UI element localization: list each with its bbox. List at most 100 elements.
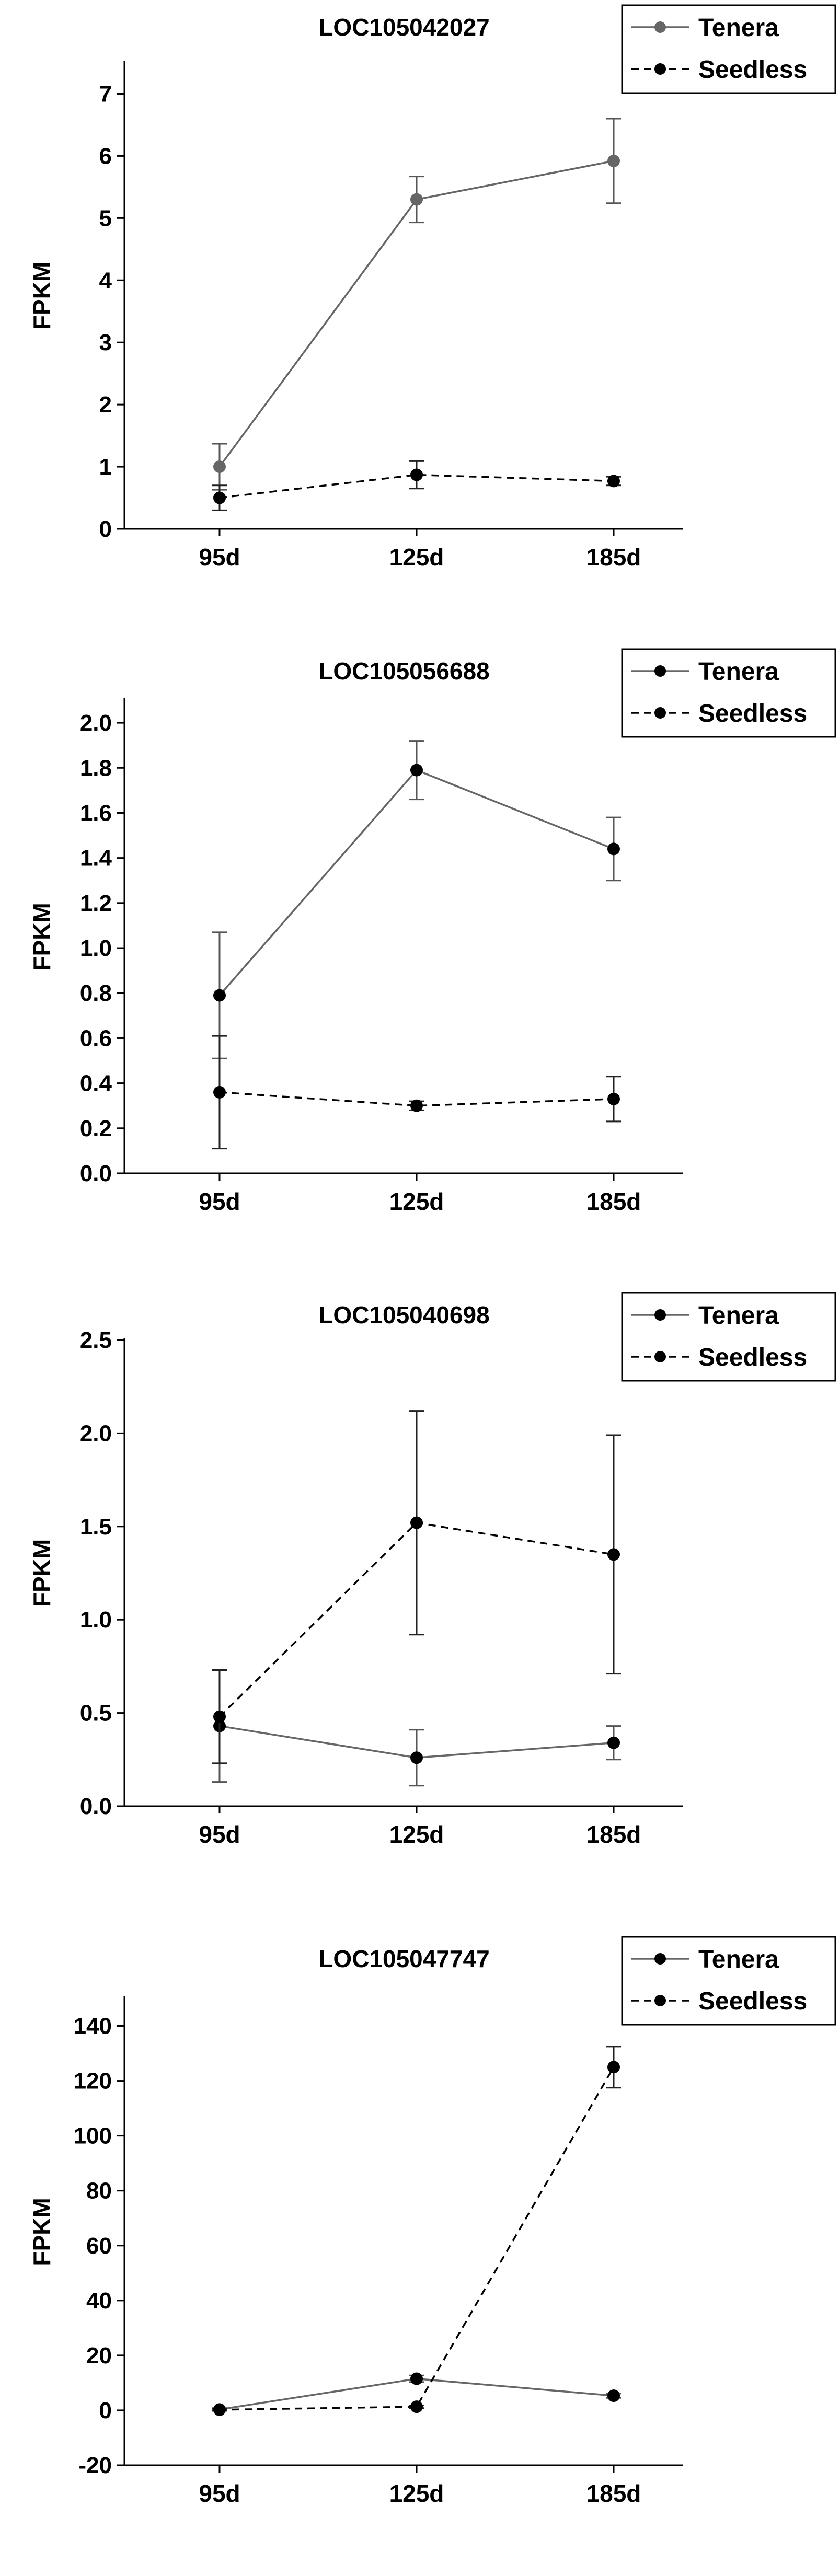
legend-box: [621, 4, 836, 94]
y-tick-label: 140: [74, 2014, 112, 2039]
x-tick-label: 125d: [389, 544, 444, 571]
y-tick-label: 40: [86, 2288, 112, 2314]
y-tick-label: 2.5: [80, 1327, 112, 1353]
y-tick-label: 0.0: [80, 1794, 112, 1819]
legend-label-tenera: Tenera: [698, 1946, 779, 1973]
data-point-seedless: [213, 2403, 226, 2416]
chart-panel-3: LOC105040698 FPKM 0.0 0.5 1.0 1.5 2.0 2.5 95d 125…: [0, 1288, 840, 1932]
data-point-tenera: [213, 989, 226, 1002]
y-tick-label: 2.0: [80, 710, 112, 736]
line-chart-4: LOC105047747 FPKM -20 0 20 40 60 80 100 120 140 95d…: [28, 1936, 836, 2507]
data-point-seedless: [410, 468, 423, 481]
y-axis-label: FPKM: [28, 903, 55, 971]
legend-label-tenera: Tenera: [698, 658, 779, 686]
x-tick-label: 125d: [389, 1188, 444, 1215]
x-tick-label: 95d: [199, 2480, 240, 2507]
data-point-seedless: [410, 1099, 423, 1112]
legend-box: [621, 1936, 836, 2026]
data-point-tenera: [607, 1736, 620, 1749]
chart-panel-1: LOC105042027 FPKM 0 1 2 3 4 5 6 7 95d 125d 185d Tener…: [0, 0, 840, 644]
legend-marker-tenera: [654, 665, 666, 677]
data-point-seedless: [213, 1085, 226, 1099]
y-axis-label: FPKM: [28, 1539, 55, 1607]
legend-marker-seedless: [654, 1351, 666, 1362]
y-tick-label: 120: [74, 2069, 112, 2094]
legend-marker-seedless: [654, 707, 666, 719]
y-tick-label: 1.0: [80, 935, 112, 961]
legend-label-seedless: Seedless: [698, 56, 807, 84]
legend-marker-tenera: [654, 1309, 666, 1321]
y-tick-label: 1.4: [80, 846, 112, 871]
legend-label-tenera: Tenera: [698, 14, 779, 42]
line-chart-1: LOC105042027 FPKM 0 1 2 3 4 5 6 7 95d 125d 185d Tener…: [28, 4, 836, 571]
y-tick-label: 80: [86, 2178, 112, 2204]
data-point-seedless: [607, 2061, 620, 2074]
y-tick-label: 2: [99, 392, 112, 418]
y-tick-label: 0.6: [80, 1025, 112, 1051]
y-tick-label: 0.8: [80, 980, 112, 1006]
y-tick-label: 1.5: [80, 1514, 112, 1540]
legend-label-seedless: Seedless: [698, 1344, 807, 1371]
y-tick-label: 20: [86, 2343, 112, 2369]
series-line-seedless: [219, 2066, 615, 2411]
line-chart-3: LOC105040698 FPKM 0.0 0.5 1.0 1.5 2.0 2.5 95d 125…: [28, 1292, 836, 1848]
y-axis-label: FPKM: [28, 262, 55, 330]
y-tick-label: 100: [74, 2123, 112, 2149]
legend-marker-tenera: [654, 1953, 666, 1965]
chart-panel-4: LOC105047747 FPKM -20 0 20 40 60 80 100 120 140 95d…: [0, 1932, 840, 2575]
y-tick-label: 5: [99, 205, 112, 231]
x-tick-label: 125d: [389, 1821, 444, 1848]
y-tick-label: 0.4: [80, 1071, 112, 1096]
data-point-seedless: [213, 491, 226, 504]
data-point-tenera: [410, 2372, 423, 2385]
data-point-seedless: [410, 1516, 423, 1529]
legend-label-seedless: Seedless: [698, 1988, 807, 2015]
legend-box: [621, 648, 836, 738]
legend-marker-tenera: [654, 21, 666, 33]
data-point-seedless: [607, 475, 620, 488]
y-tick-label: 3: [99, 330, 112, 355]
x-tick-label: 185d: [586, 544, 641, 571]
y-tick-label: 0.0: [80, 1161, 112, 1186]
y-axis-label: FPKM: [28, 2198, 55, 2266]
y-tick-label: 1.0: [80, 1607, 112, 1633]
data-point-tenera: [213, 460, 226, 473]
x-tick-label: 185d: [586, 1821, 641, 1848]
data-point-tenera: [410, 1751, 423, 1764]
chart-title: LOC105047747: [318, 1945, 489, 1972]
data-point-tenera: [607, 2389, 620, 2402]
y-tick-label: 6: [99, 143, 112, 169]
series-line-seedless: [219, 1091, 614, 1107]
y-tick-label: 1: [99, 454, 112, 480]
y-tick-label: 0: [99, 516, 112, 542]
legend-label-seedless: Seedless: [698, 700, 807, 727]
y-tick-label: -20: [78, 2453, 112, 2478]
legend-marker-seedless: [654, 63, 666, 75]
data-point-seedless: [607, 1092, 620, 1105]
legend-label-tenera: Tenera: [698, 1302, 779, 1330]
line-chart-2: LOC105056688 FPKM 0.0 0.2 0.4 0.6 0.8 1.0 1.2 1.4…: [28, 648, 836, 1215]
data-point-tenera: [410, 193, 423, 206]
y-tick-label: 1.6: [80, 800, 112, 826]
y-tick-label: 60: [86, 2233, 112, 2259]
legend-marker-seedless: [654, 1995, 666, 2006]
x-tick-label: 125d: [389, 2480, 444, 2507]
y-tick-label: 7: [99, 81, 112, 107]
y-tick-label: 0: [99, 2398, 112, 2423]
data-point-seedless: [410, 2400, 423, 2413]
series-line-seedless: [219, 473, 614, 499]
data-point-seedless: [607, 1548, 620, 1561]
y-tick-label: 4: [99, 268, 112, 293]
data-point-tenera: [410, 764, 423, 777]
y-tick-label: 2.0: [80, 1420, 112, 1446]
x-tick-label: 95d: [199, 1821, 240, 1848]
data-point-tenera: [607, 154, 620, 167]
y-tick-label: 0.5: [80, 1701, 112, 1726]
x-tick-label: 95d: [199, 544, 240, 571]
data-point-tenera: [607, 842, 620, 856]
y-tick-label: 1.2: [80, 891, 112, 916]
chart-panel-2: LOC105056688 FPKM 0.0 0.2 0.4 0.6 0.8 1.0 1.2 1.4…: [0, 644, 840, 1288]
x-tick-label: 95d: [199, 1188, 240, 1215]
y-tick-label: 1.8: [80, 755, 112, 781]
